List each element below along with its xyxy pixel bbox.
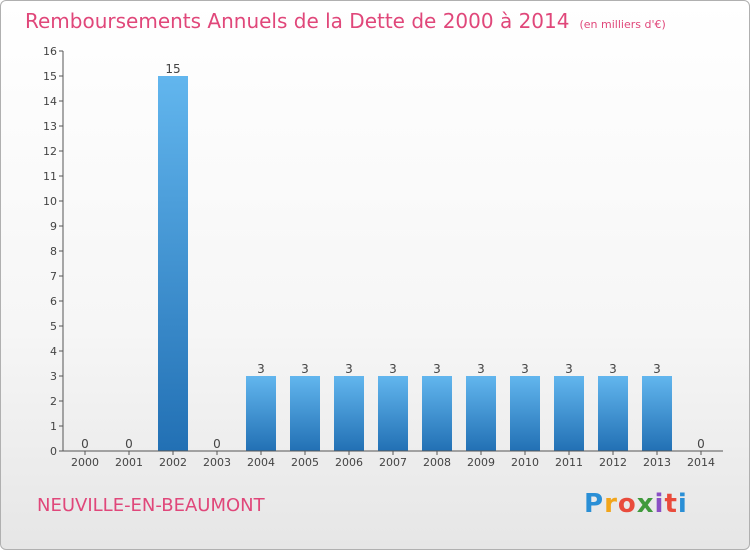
- y-tick-label-1: 1: [50, 420, 57, 433]
- y-tick-label-2: 2: [50, 395, 57, 408]
- x-tick-label-2009: 2009: [467, 456, 495, 469]
- bar-2011: [554, 376, 584, 451]
- value-label-2008: 3: [433, 362, 441, 376]
- value-label-2011: 3: [565, 362, 573, 376]
- y-tick-label-14: 14: [43, 95, 57, 108]
- x-tick-label-2001: 2001: [115, 456, 143, 469]
- logo-letter: i: [654, 489, 665, 519]
- x-tick-label-2013: 2013: [643, 456, 671, 469]
- bar-2005: [290, 376, 320, 451]
- axes-group: 2000 2001 2002 2003 2004 2005 2006 2007 2008 2009…: [43, 45, 723, 469]
- y-tick-label-11: 11: [43, 170, 57, 183]
- x-tick-label-2008: 2008: [423, 456, 451, 469]
- value-label-2007: 3: [389, 362, 397, 376]
- logo-letter: t: [664, 489, 678, 519]
- value-label-2013: 3: [653, 362, 661, 376]
- value-label-2014: 0: [697, 437, 705, 451]
- bar-2010: [510, 376, 540, 451]
- y-tick-label-7: 7: [50, 270, 57, 283]
- chart-title: Remboursements Annuels de la Dette de 20…: [25, 9, 666, 33]
- y-tick-label-12: 12: [43, 145, 57, 158]
- x-tick-label-2005: 2005: [291, 456, 319, 469]
- bar-2007: [378, 376, 408, 451]
- y-tick-label-16: 16: [43, 45, 57, 58]
- x-tick-label-2007: 2007: [379, 456, 407, 469]
- y-tick-label-10: 10: [43, 195, 57, 208]
- proxiti-logo: Proxiti: [584, 489, 688, 519]
- bar-2009: [466, 376, 496, 451]
- bars-group: 0 0 15 0 3 3 3 3 3 3 3 3 3 3 0: [81, 62, 705, 451]
- value-label-2001: 0: [125, 437, 133, 451]
- bar-2013: [642, 376, 672, 451]
- logo-letter: P: [584, 489, 605, 519]
- y-tick-label-15: 15: [43, 70, 57, 83]
- logo-letter: x: [636, 489, 655, 519]
- y-tick-label-9: 9: [50, 220, 57, 233]
- x-tick-label-2014: 2014: [687, 456, 715, 469]
- x-tick-label-2011: 2011: [555, 456, 583, 469]
- y-tick-label-4: 4: [50, 345, 57, 358]
- value-label-2003: 0: [213, 437, 221, 451]
- value-label-2010: 3: [521, 362, 529, 376]
- y-tick-label-5: 5: [50, 320, 57, 333]
- value-label-2004: 3: [257, 362, 265, 376]
- y-tick-label-6: 6: [50, 295, 57, 308]
- bar-2004: [246, 376, 276, 451]
- logo-letter: r: [604, 489, 618, 519]
- title-text: Remboursements Annuels de la Dette de 20…: [25, 9, 570, 33]
- bar-2008: [422, 376, 452, 451]
- logo-letter: i: [677, 489, 688, 519]
- bar-2002: [158, 76, 188, 451]
- x-tick-label-2006: 2006: [335, 456, 363, 469]
- bar-2012: [598, 376, 628, 451]
- x-tick-label-2010: 2010: [511, 456, 539, 469]
- value-label-2012: 3: [609, 362, 617, 376]
- x-tick-label-2000: 2000: [71, 456, 99, 469]
- value-label-2005: 3: [301, 362, 309, 376]
- x-tick-label-2002: 2002: [159, 456, 187, 469]
- title-unit: (en milliers d'€): [579, 18, 666, 31]
- logo-letter: o: [617, 489, 637, 519]
- value-label-2000: 0: [81, 437, 89, 451]
- y-tick-label-8: 8: [50, 245, 57, 258]
- value-label-2002: 15: [165, 62, 180, 76]
- y-tick-label-0: 0: [50, 445, 57, 458]
- x-tick-label-2012: 2012: [599, 456, 627, 469]
- y-tick-label-3: 3: [50, 370, 57, 383]
- value-label-2006: 3: [345, 362, 353, 376]
- y-tick-label-13: 13: [43, 120, 57, 133]
- x-tick-label-2003: 2003: [203, 456, 231, 469]
- commune-name: NEUVILLE-EN-BEAUMONT: [37, 495, 265, 516]
- x-tick-label-2004: 2004: [247, 456, 275, 469]
- value-label-2009: 3: [477, 362, 485, 376]
- bar-2006: [334, 376, 364, 451]
